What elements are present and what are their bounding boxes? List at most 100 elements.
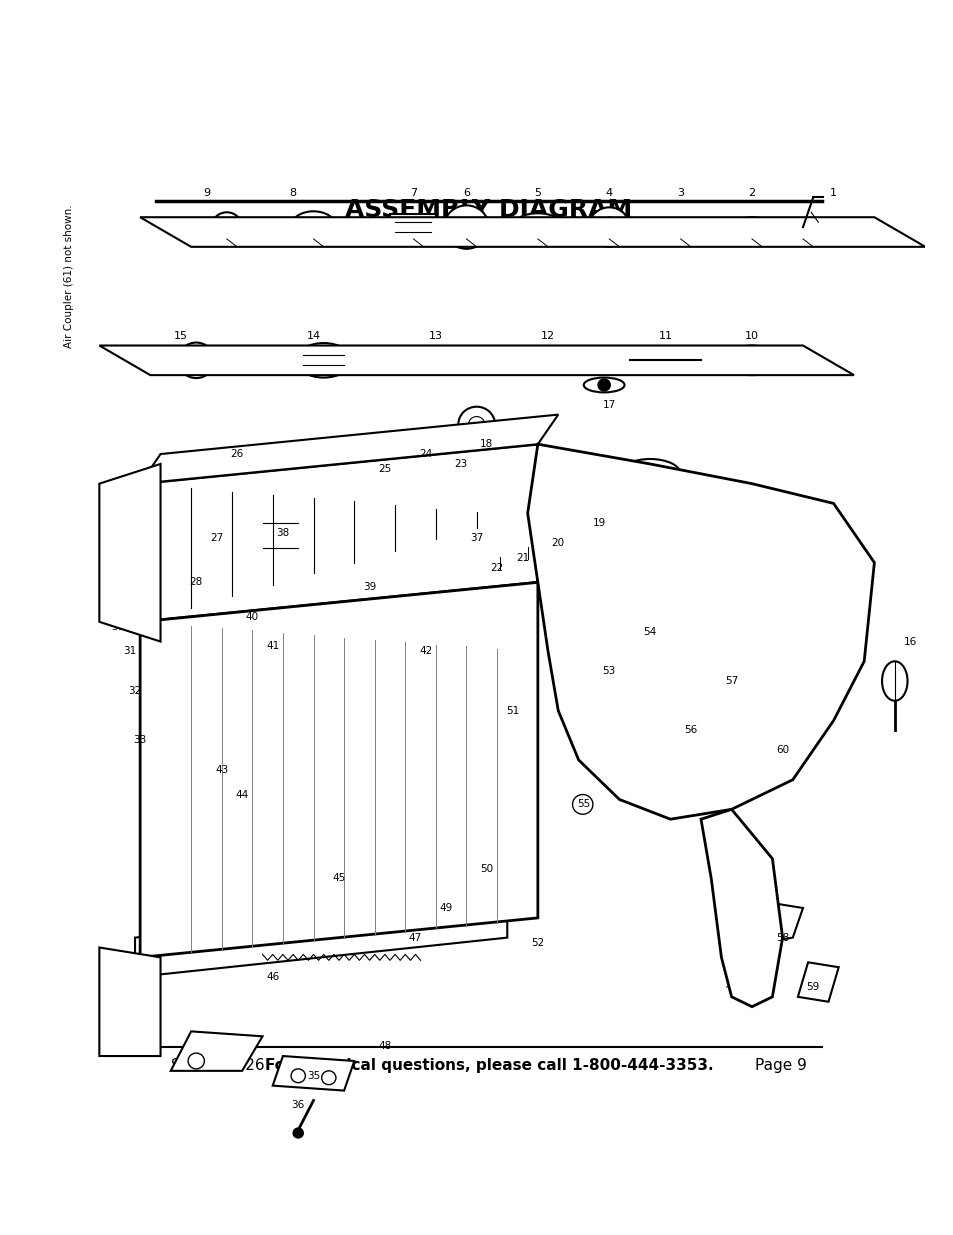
Text: 41: 41: [266, 641, 279, 652]
Circle shape: [588, 207, 629, 247]
Text: 46: 46: [266, 972, 279, 982]
Text: SKU   97526: SKU 97526: [171, 1058, 264, 1073]
Polygon shape: [140, 415, 558, 484]
Ellipse shape: [634, 356, 655, 366]
Ellipse shape: [723, 346, 780, 375]
Polygon shape: [99, 947, 160, 1056]
Text: ASSEMBLY DIAGRAM: ASSEMBLY DIAGRAM: [345, 198, 632, 222]
Text: 12: 12: [540, 331, 555, 341]
Circle shape: [443, 452, 468, 475]
Ellipse shape: [739, 221, 764, 233]
Text: 51: 51: [505, 705, 518, 715]
Ellipse shape: [532, 352, 563, 369]
Polygon shape: [99, 464, 160, 641]
Ellipse shape: [417, 347, 474, 374]
Text: 21: 21: [516, 553, 529, 563]
Text: 7: 7: [410, 188, 416, 198]
Text: 30: 30: [112, 621, 124, 632]
Text: 2: 2: [748, 188, 755, 198]
Circle shape: [321, 1071, 335, 1084]
Circle shape: [557, 532, 569, 543]
Ellipse shape: [583, 378, 624, 393]
Circle shape: [542, 356, 553, 366]
Ellipse shape: [381, 464, 394, 473]
Text: 55: 55: [577, 799, 590, 809]
Ellipse shape: [618, 459, 679, 489]
Text: 11: 11: [658, 331, 672, 341]
Text: 19: 19: [592, 519, 605, 529]
Circle shape: [675, 222, 685, 232]
Circle shape: [177, 342, 214, 378]
Circle shape: [692, 352, 708, 368]
Circle shape: [212, 212, 242, 242]
Ellipse shape: [721, 671, 737, 690]
Circle shape: [305, 219, 321, 235]
Text: 5: 5: [534, 188, 540, 198]
Text: 24: 24: [418, 450, 432, 459]
Text: 33: 33: [133, 735, 147, 745]
Circle shape: [598, 517, 610, 529]
Text: 15: 15: [173, 331, 188, 341]
Text: 10: 10: [744, 331, 759, 341]
Polygon shape: [761, 903, 802, 942]
Text: 26: 26: [231, 450, 243, 459]
Text: 14: 14: [306, 331, 320, 341]
Text: 60: 60: [775, 745, 788, 755]
Text: Air Coupler (61) not shown.: Air Coupler (61) not shown.: [64, 205, 73, 348]
Text: 9: 9: [203, 188, 210, 198]
Text: 36: 36: [292, 1100, 305, 1110]
Text: 38: 38: [276, 529, 289, 538]
Polygon shape: [273, 1056, 354, 1091]
Text: 49: 49: [439, 903, 453, 913]
Text: 48: 48: [378, 1041, 391, 1051]
Circle shape: [126, 988, 154, 1015]
Circle shape: [457, 219, 475, 235]
Polygon shape: [135, 898, 507, 977]
Text: 57: 57: [724, 676, 738, 685]
Text: 47: 47: [409, 932, 421, 942]
Text: 20: 20: [551, 538, 564, 548]
Text: 22: 22: [490, 563, 503, 573]
Circle shape: [412, 446, 428, 462]
Polygon shape: [171, 1031, 262, 1071]
Text: 42: 42: [418, 646, 432, 657]
Text: 37: 37: [470, 534, 483, 543]
Polygon shape: [140, 217, 924, 247]
Circle shape: [457, 406, 495, 442]
Text: 44: 44: [235, 789, 249, 799]
Text: 28: 28: [190, 577, 203, 588]
Ellipse shape: [734, 217, 769, 237]
Text: 16: 16: [902, 636, 916, 647]
Text: 8: 8: [290, 188, 296, 198]
Polygon shape: [797, 962, 838, 1002]
Circle shape: [188, 1053, 204, 1068]
Text: 53: 53: [602, 666, 616, 677]
Text: 13: 13: [429, 331, 442, 341]
Text: 50: 50: [479, 863, 493, 873]
Circle shape: [293, 1128, 303, 1137]
Polygon shape: [700, 809, 781, 1007]
Text: 4: 4: [605, 188, 612, 198]
Ellipse shape: [291, 211, 336, 243]
Text: 32: 32: [129, 685, 141, 695]
Text: 58: 58: [775, 932, 788, 942]
Text: 29: 29: [98, 606, 111, 618]
Text: 3: 3: [677, 188, 683, 198]
Text: 18: 18: [479, 440, 493, 450]
Circle shape: [521, 547, 534, 558]
Text: 40: 40: [246, 611, 258, 622]
Circle shape: [291, 1068, 305, 1083]
Text: 39: 39: [362, 582, 375, 593]
Polygon shape: [236, 603, 338, 631]
Text: 43: 43: [214, 764, 228, 774]
Text: For technical questions, please call 1-800-444-3353.: For technical questions, please call 1-8…: [264, 1058, 713, 1073]
Text: 25: 25: [378, 464, 391, 474]
Polygon shape: [227, 474, 262, 553]
Text: 23: 23: [455, 459, 468, 469]
Text: 59: 59: [805, 982, 819, 992]
Polygon shape: [99, 346, 853, 375]
Text: 27: 27: [210, 534, 223, 543]
Text: 35: 35: [307, 1071, 320, 1081]
Circle shape: [679, 725, 697, 740]
Ellipse shape: [512, 214, 563, 241]
